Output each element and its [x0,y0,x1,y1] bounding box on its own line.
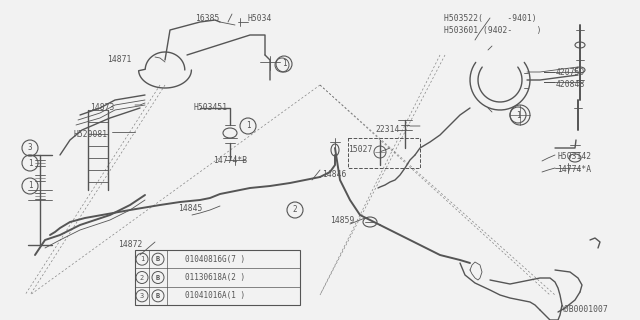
Text: 42084B: 42084B [556,80,585,89]
Text: 22314: 22314 [375,125,399,134]
Text: B: B [156,256,160,262]
Text: 14859: 14859 [330,216,355,225]
Text: 2: 2 [140,275,144,281]
Text: 1: 1 [140,256,144,262]
Text: 1: 1 [28,181,32,190]
Text: 14873: 14873 [90,103,115,112]
Text: 15027: 15027 [348,145,372,154]
Text: 3: 3 [140,293,144,299]
Text: 14774*B: 14774*B [213,156,247,165]
Text: H503142: H503142 [557,152,591,161]
Text: H503451: H503451 [193,103,227,112]
Text: H503601 (9402-     ): H503601 (9402- ) [444,26,541,35]
Text: A0B0001007: A0B0001007 [560,305,609,314]
Text: 14871: 14871 [107,55,131,64]
Text: 01130618A(2 ): 01130618A(2 ) [185,273,245,282]
Text: 1: 1 [282,60,286,68]
Text: H503522(     -9401): H503522( -9401) [444,14,536,23]
Text: 14774*A: 14774*A [557,165,591,174]
Text: 16385: 16385 [195,14,220,23]
Text: 14872: 14872 [118,240,142,249]
Text: 14846: 14846 [322,170,346,179]
Text: 01040816G(7 ): 01040816G(7 ) [185,255,245,264]
Text: H520081: H520081 [73,130,107,139]
Text: 1: 1 [28,158,32,167]
Bar [135,250,300,305]
Text: 14845: 14845 [178,204,202,213]
Text: B: B [156,293,160,299]
Text: B: B [156,275,160,281]
Text: 2: 2 [292,205,298,214]
Text: 1: 1 [516,110,520,119]
Text: 3: 3 [28,143,32,153]
Text: 42075D: 42075D [556,68,585,77]
Text: 01041016A(1 ): 01041016A(1 ) [185,291,245,300]
Text: 1: 1 [246,122,250,131]
Text: H5034: H5034 [248,14,273,23]
